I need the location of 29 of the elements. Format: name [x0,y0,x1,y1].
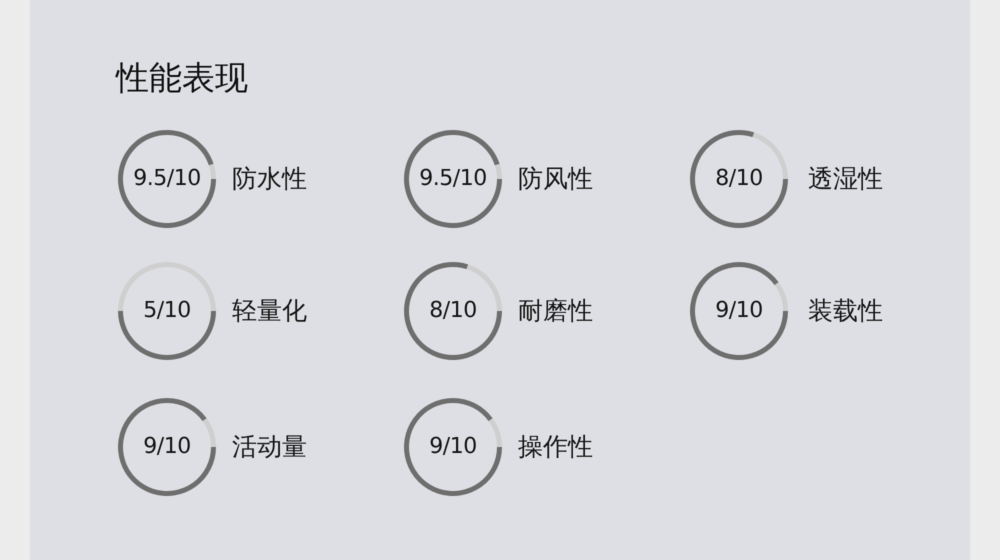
donut-slice [118,130,216,228]
text: 9.5/10 [133,166,201,192]
donut-slice [208,164,216,179]
text: 轻量化 [232,295,307,327]
donut-slice [404,262,502,360]
text: 9.5/10 [419,166,487,192]
donut-slice [690,130,788,228]
text: 操作性 [518,431,593,463]
donut-slice [494,164,502,179]
text: 8/10 [715,166,763,192]
donut-slice [488,418,502,447]
text: 9/10 [429,434,477,460]
text: 透湿性 [808,163,883,195]
text: 装载性 [808,295,883,327]
text: 9/10 [715,298,763,324]
text: 防风性 [518,163,593,195]
donut-slice [118,398,216,496]
donut-slice [690,262,788,360]
text: 活动量 [232,431,307,463]
text: 5/10 [143,298,191,324]
text: 耐磨性 [518,295,593,327]
donut-slice [774,282,788,311]
text: 性能表现 [116,57,248,99]
donut-slice [404,130,502,228]
text: 9/10 [143,434,191,460]
text: 8/10 [429,298,477,324]
donut-slice [404,398,502,496]
donut-slice [202,418,216,447]
text: 防水性 [232,163,307,195]
